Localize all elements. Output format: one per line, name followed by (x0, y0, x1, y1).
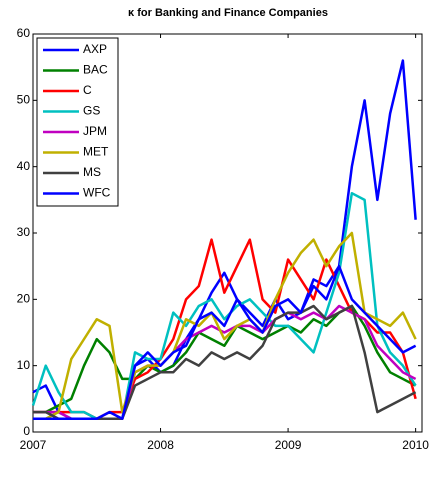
series-line (33, 231, 417, 420)
legend-label: AXP (83, 42, 107, 56)
y-tick-label: 40 (17, 159, 31, 173)
legend-label: MS (83, 165, 101, 179)
x-tick-label: 2007 (20, 438, 47, 452)
legend-label: GS (83, 104, 100, 118)
y-tick-label: 0 (23, 424, 30, 438)
x-tick-label: 2010 (402, 438, 429, 452)
x-tick-label: 2009 (275, 438, 302, 452)
y-tick-label: 50 (17, 93, 31, 107)
chart-title: κ for Banking and Finance Companies (128, 7, 328, 19)
y-tick-label: 20 (17, 292, 31, 306)
y-tick-label: 30 (17, 225, 31, 239)
y-tick-label: 60 (17, 26, 31, 40)
legend-label: WFC (83, 186, 111, 200)
legend-label: BAC (83, 63, 108, 77)
legend-label: C (83, 83, 92, 97)
legend-box (36, 37, 119, 207)
legend-label: JPM (83, 124, 107, 138)
x-tick-label: 2008 (147, 438, 174, 452)
y-tick-label: 10 (17, 358, 31, 372)
series-line (33, 264, 417, 420)
legend-label: MET (83, 145, 109, 159)
